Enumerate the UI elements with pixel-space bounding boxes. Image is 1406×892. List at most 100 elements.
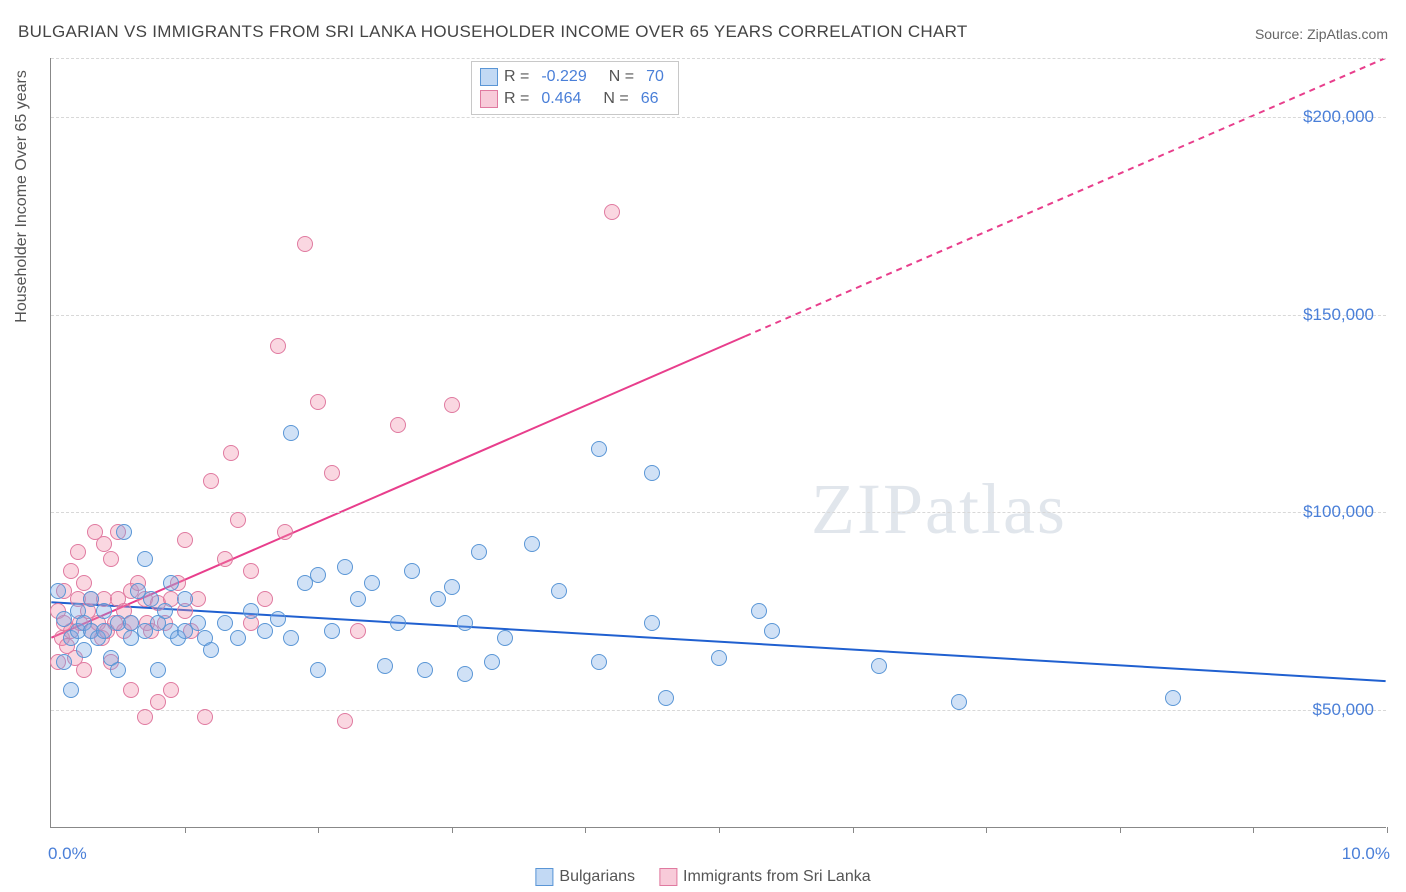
data-point — [270, 611, 286, 627]
x-axis-min-label: 0.0% — [48, 844, 87, 864]
data-point — [591, 441, 607, 457]
data-point — [591, 654, 607, 670]
data-point — [157, 603, 173, 619]
data-point — [604, 204, 620, 220]
data-point — [310, 662, 326, 678]
chart-title: BULGARIAN VS IMMIGRANTS FROM SRI LANKA H… — [18, 22, 968, 42]
data-point — [137, 551, 153, 567]
data-point — [243, 563, 259, 579]
stat-r-label: R = — [504, 90, 529, 108]
stat-n-value: 66 — [641, 90, 659, 108]
data-point — [350, 591, 366, 607]
x-tick-mark — [185, 827, 186, 833]
data-point — [471, 544, 487, 560]
data-point — [257, 623, 273, 639]
gridline-h — [51, 117, 1386, 118]
data-point — [197, 709, 213, 725]
x-tick-mark — [585, 827, 586, 833]
plot-area: ZIPatlas R =-0.229N =70R =0.464N =66 $50… — [50, 58, 1386, 828]
data-point — [390, 417, 406, 433]
stat-n-label: N = — [603, 90, 628, 108]
stat-r-label: R = — [504, 68, 529, 86]
data-point — [163, 682, 179, 698]
data-point — [243, 603, 259, 619]
data-point — [297, 236, 313, 252]
data-point — [50, 583, 66, 599]
watermark: ZIPatlas — [811, 468, 1067, 551]
data-point — [364, 575, 380, 591]
data-point — [103, 551, 119, 567]
data-point — [83, 591, 99, 607]
data-point — [223, 445, 239, 461]
data-point — [203, 642, 219, 658]
data-point — [190, 615, 206, 631]
data-point — [764, 623, 780, 639]
legend-label: Immigrants from Sri Lanka — [683, 868, 871, 886]
data-point — [377, 658, 393, 674]
data-point — [310, 567, 326, 583]
trend-lines — [51, 58, 1386, 827]
data-point — [76, 575, 92, 591]
data-point — [217, 615, 233, 631]
data-point — [143, 591, 159, 607]
x-tick-mark — [1387, 827, 1388, 833]
data-point — [417, 662, 433, 678]
y-tick-label: $200,000 — [1303, 107, 1374, 127]
x-tick-mark — [986, 827, 987, 833]
stat-n-label: N = — [609, 68, 634, 86]
legend-label: Bulgarians — [559, 868, 635, 886]
data-point — [390, 615, 406, 631]
data-point — [257, 591, 273, 607]
x-tick-mark — [853, 827, 854, 833]
correlation-chart: BULGARIAN VS IMMIGRANTS FROM SRI LANKA H… — [0, 0, 1406, 892]
data-point — [324, 623, 340, 639]
data-point — [76, 662, 92, 678]
x-tick-mark — [1120, 827, 1121, 833]
series-legend: Bulgarians Immigrants from Sri Lanka — [535, 868, 870, 886]
stats-legend-row: R =0.464N =66 — [480, 88, 670, 110]
data-point — [76, 642, 92, 658]
data-point — [524, 536, 540, 552]
data-point — [203, 473, 219, 489]
data-point — [150, 694, 166, 710]
data-point — [310, 394, 326, 410]
data-point — [70, 544, 86, 560]
data-point — [430, 591, 446, 607]
data-point — [96, 536, 112, 552]
gridline-h — [51, 512, 1386, 513]
data-point — [751, 603, 767, 619]
data-point — [444, 397, 460, 413]
data-point — [277, 524, 293, 540]
data-point — [350, 623, 366, 639]
data-point — [110, 662, 126, 678]
data-point — [644, 465, 660, 481]
y-tick-label: $150,000 — [1303, 305, 1374, 325]
legend-swatch — [659, 868, 677, 886]
gridline-h — [51, 58, 1386, 59]
legend-swatch — [535, 868, 553, 886]
chart-source: Source: ZipAtlas.com — [1255, 26, 1388, 42]
legend-item: Bulgarians — [535, 868, 635, 886]
data-point — [457, 615, 473, 631]
data-point — [337, 559, 353, 575]
legend-swatch — [480, 68, 498, 86]
x-tick-mark — [1253, 827, 1254, 833]
data-point — [163, 575, 179, 591]
data-point — [658, 690, 674, 706]
y-tick-label: $100,000 — [1303, 502, 1374, 522]
data-point — [270, 338, 286, 354]
data-point — [711, 650, 727, 666]
x-tick-mark — [719, 827, 720, 833]
stat-n-value: 70 — [646, 68, 664, 86]
gridline-h — [51, 710, 1386, 711]
data-point — [137, 709, 153, 725]
stats-legend-row: R =-0.229N =70 — [480, 66, 670, 88]
data-point — [951, 694, 967, 710]
x-tick-mark — [318, 827, 319, 833]
data-point — [404, 563, 420, 579]
data-point — [123, 682, 139, 698]
data-point — [230, 630, 246, 646]
stats-legend: R =-0.229N =70R =0.464N =66 — [471, 61, 679, 115]
data-point — [283, 630, 299, 646]
legend-swatch — [480, 90, 498, 108]
